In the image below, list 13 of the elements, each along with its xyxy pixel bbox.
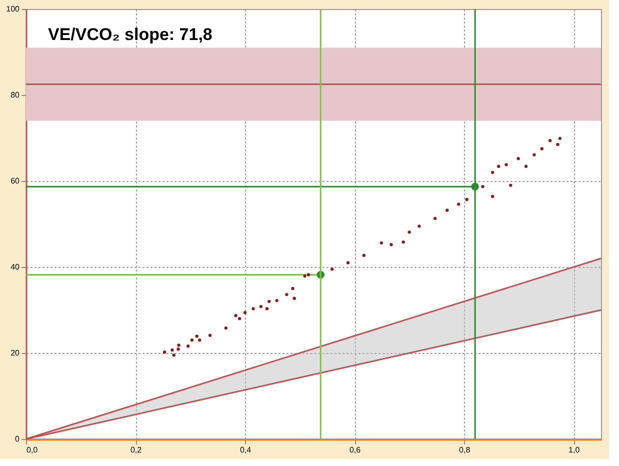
y-tick-label: 0 [15, 434, 20, 444]
x-tick-label: 0,6 [350, 446, 362, 454]
x-tick-label: 0,2 [130, 446, 142, 454]
y-tick-label: 60 [10, 176, 20, 186]
x-tick-label: 1,0 [568, 446, 580, 454]
y-tick-label: 100 [6, 4, 20, 14]
y-tick-label: 20 [10, 348, 20, 358]
y-tick-label: 80 [10, 90, 20, 100]
x-tick-label: 0,8 [459, 446, 471, 454]
x-tick-label: 0,0 [26, 446, 38, 454]
y-tick-label: 40 [10, 262, 20, 272]
x-tick-label: 0,4 [240, 446, 252, 454]
annotation: VE/VCO₂ slope: 71,8 [48, 25, 212, 44]
